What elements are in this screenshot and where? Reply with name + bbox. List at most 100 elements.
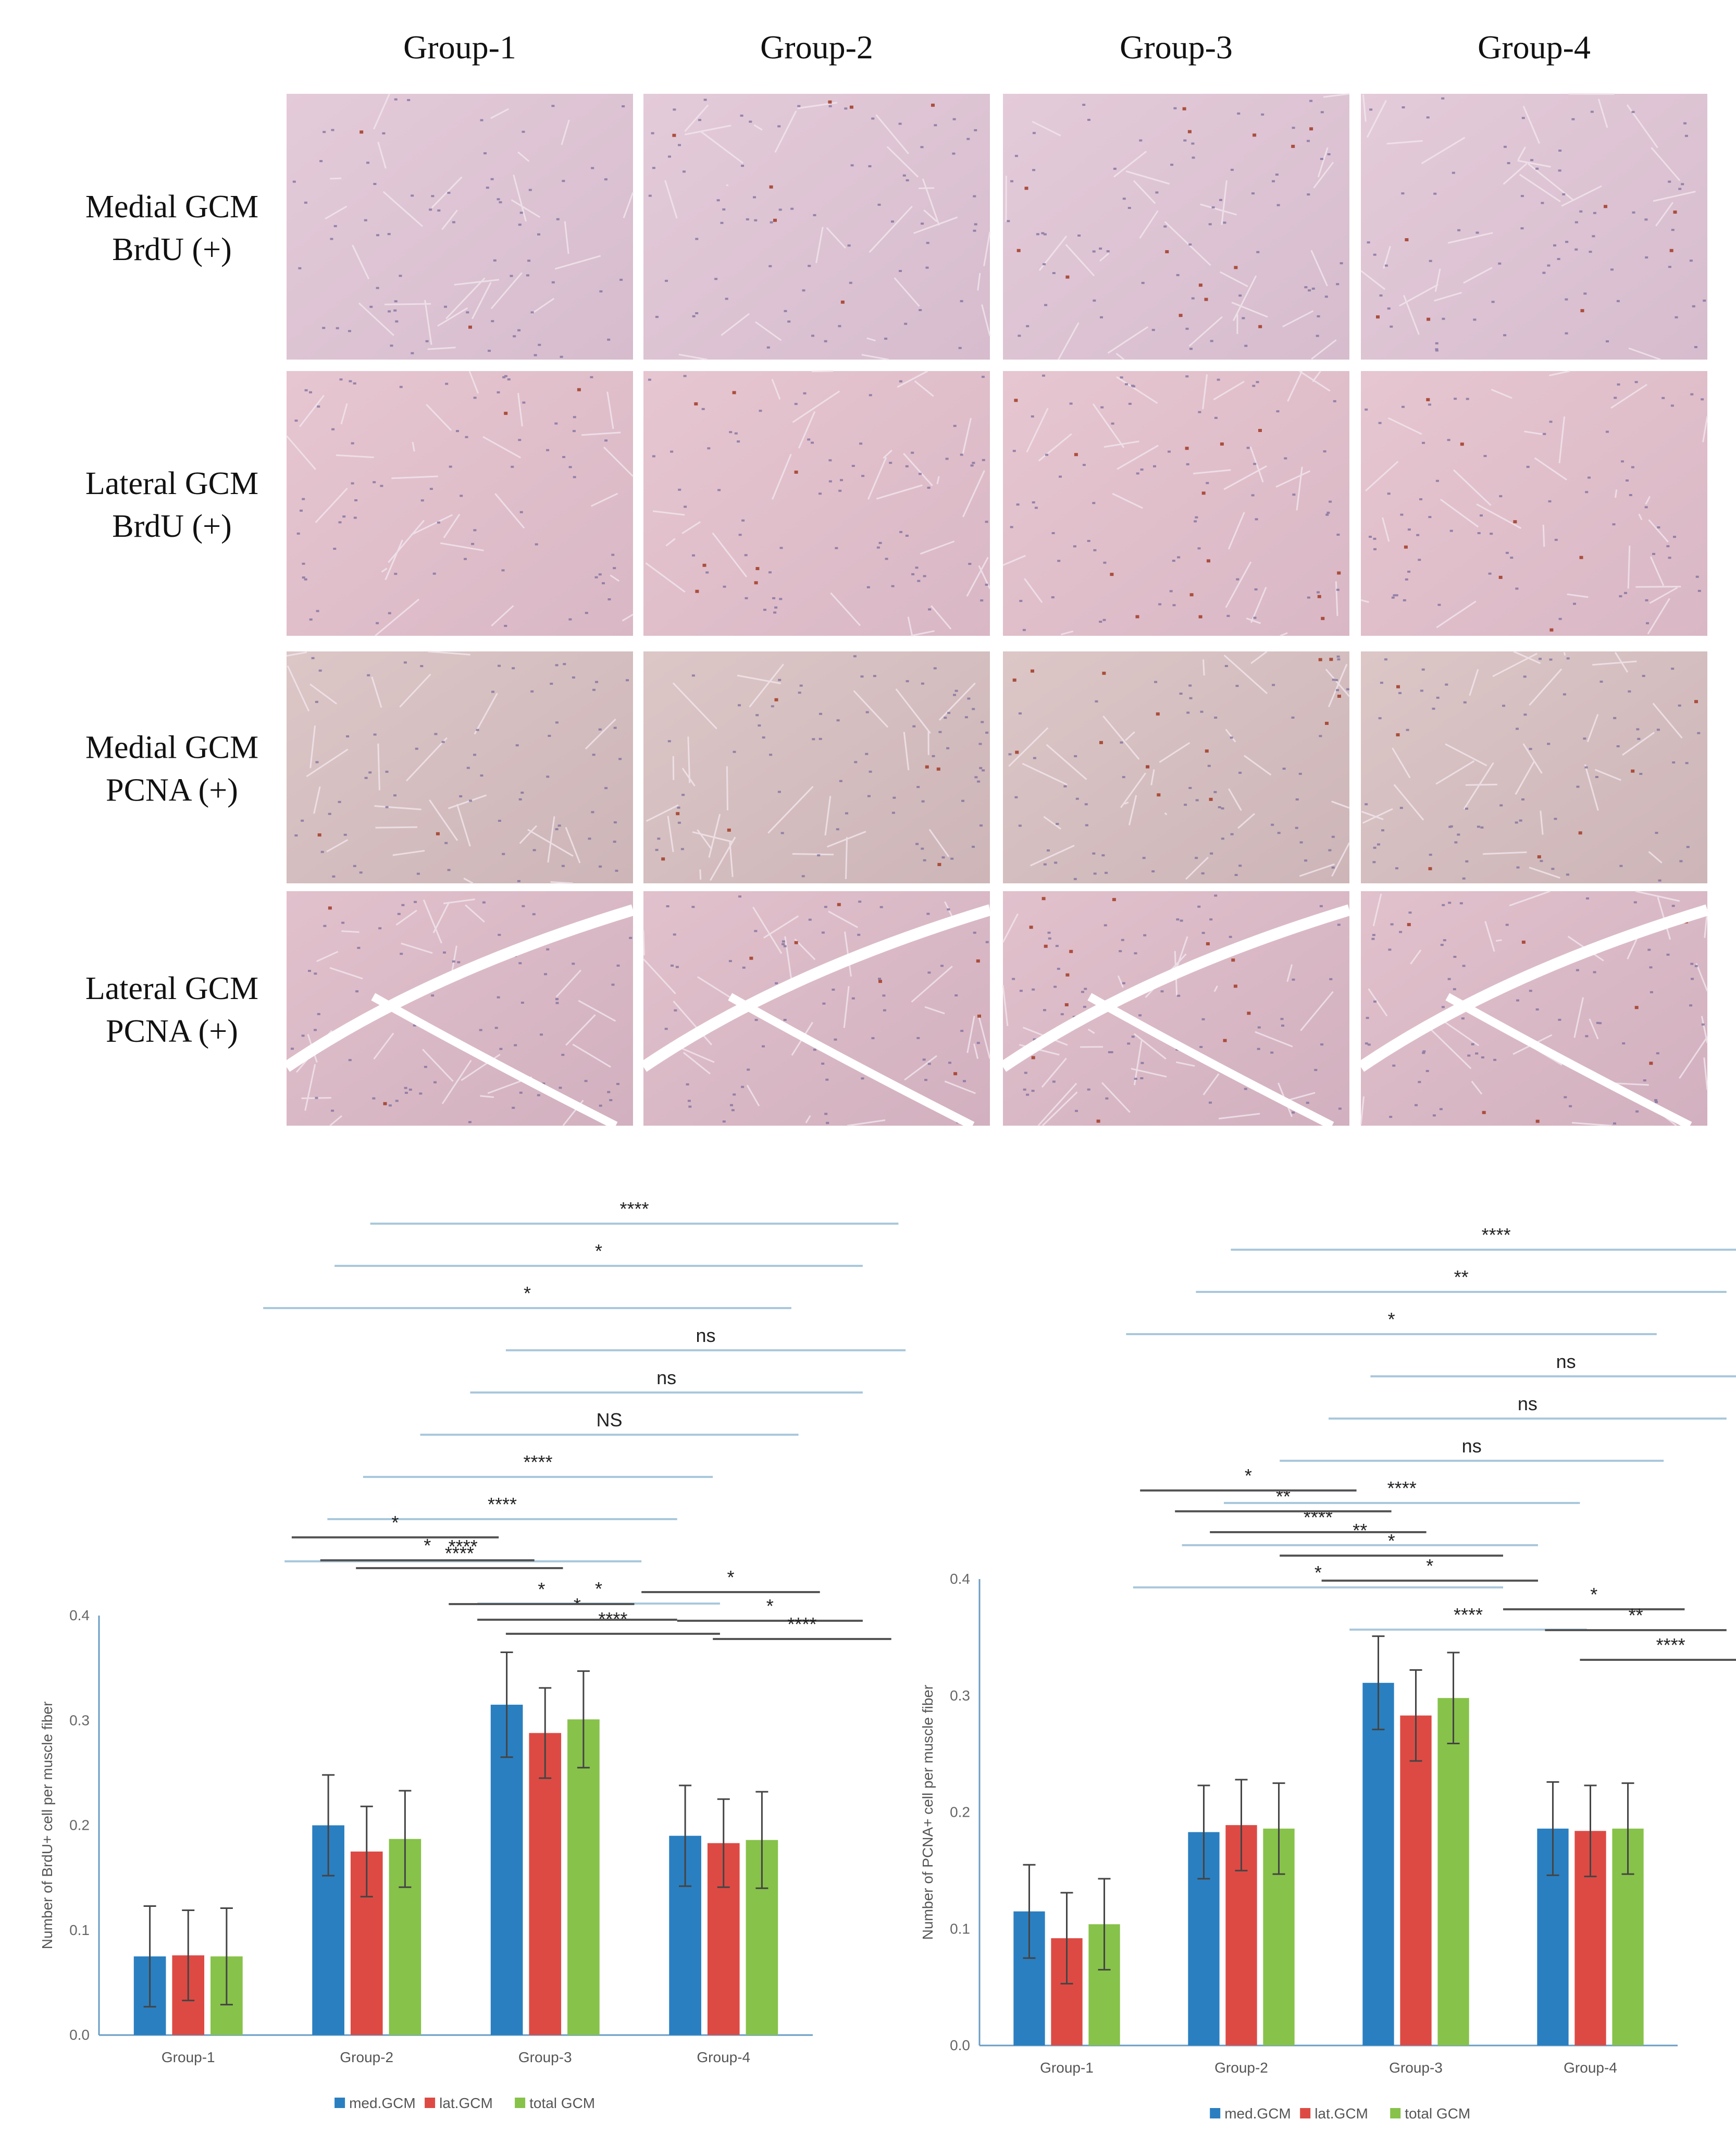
row-label-1-line2: BrdU (+) bbox=[112, 232, 232, 267]
y-tick-label: 0.2 bbox=[69, 1817, 90, 1833]
significance-label: **** bbox=[1304, 1507, 1333, 1528]
legend-label: med.GCM bbox=[349, 2095, 416, 2111]
panel-background bbox=[287, 651, 633, 883]
significance-label: * bbox=[424, 1535, 431, 1556]
panel-background bbox=[1003, 651, 1349, 883]
micrograph-panel-r2-c4 bbox=[1360, 370, 1708, 636]
x-tick-label: Group-1 bbox=[162, 2049, 215, 2065]
significance-label: ** bbox=[1276, 1486, 1291, 1507]
significance-label: * bbox=[727, 1567, 734, 1588]
bar-medgcm-3 bbox=[1362, 1683, 1394, 2045]
micrograph-panel-r3-c4 bbox=[1361, 650, 1707, 883]
significance-label: **** bbox=[1454, 1604, 1483, 1625]
tissue-cleft bbox=[371, 993, 618, 1130]
significance-label: * bbox=[524, 1283, 531, 1304]
panel-background bbox=[1003, 94, 1349, 360]
panel-background bbox=[287, 94, 633, 360]
significance-label: * bbox=[1245, 1465, 1252, 1486]
legend-label: lat.GCM bbox=[1315, 2105, 1368, 2122]
micrograph-panel-r4-c1 bbox=[283, 891, 635, 1130]
legend-swatch bbox=[1390, 2108, 1401, 2118]
fiber-boundaries bbox=[664, 102, 991, 361]
micrograph-panel-r3-c2 bbox=[643, 651, 990, 883]
y-tick-label: 0.1 bbox=[950, 1920, 970, 1937]
y-tick-label: 0.3 bbox=[950, 1687, 970, 1704]
tissue-cleft bbox=[1357, 904, 1709, 1072]
significance-label: ** bbox=[1353, 1520, 1367, 1541]
fiber-boundaries bbox=[286, 371, 634, 637]
y-axis-label: Number of PCNA+ cell per muscle fiber bbox=[920, 1685, 936, 1940]
y-axis-label: Number of BrdU+ cell per muscle fiber bbox=[39, 1702, 55, 1949]
legend-swatch bbox=[515, 2098, 526, 2108]
y-tick-label: 0.4 bbox=[69, 1607, 90, 1623]
significance-label: ns bbox=[696, 1325, 715, 1346]
y-tick-label: 0.1 bbox=[69, 1922, 90, 1938]
row-label-3-line2: PCNA (+) bbox=[106, 773, 238, 808]
row-label-4-line1: Lateral GCM bbox=[85, 971, 258, 1006]
micrograph-grid: Group-1 Group-2 Group-3 Group-4 Medial GCM B… bbox=[85, 29, 1709, 1130]
column-header-3: Group-3 bbox=[1120, 29, 1233, 66]
significance-label: **** bbox=[1482, 1224, 1511, 1246]
tissue-cleft bbox=[728, 993, 975, 1130]
tissue-cleft bbox=[1087, 993, 1334, 1130]
fiber-boundaries bbox=[286, 650, 616, 884]
significance-label: * bbox=[595, 1578, 602, 1599]
panel-background bbox=[1361, 94, 1707, 360]
fiber-boundaries bbox=[1361, 650, 1683, 879]
legend-label: lat.GCM bbox=[439, 2095, 493, 2111]
x-tick-label: Group-2 bbox=[340, 2049, 393, 2065]
significance-label: ns bbox=[1518, 1393, 1537, 1414]
panel-background bbox=[1003, 371, 1349, 636]
significance-label: ns bbox=[656, 1367, 676, 1388]
bar-totalgcm-3 bbox=[567, 1719, 600, 2035]
row-label-2-line2: BrdU (+) bbox=[112, 509, 232, 544]
fiber-boundaries bbox=[325, 93, 634, 350]
tissue-cleft bbox=[283, 904, 635, 1072]
significance-label: **** bbox=[787, 1613, 816, 1635]
legend-label: total GCM bbox=[529, 2095, 595, 2111]
tissue-cleft bbox=[999, 904, 1351, 1072]
micrograph-panel-r4-c2 bbox=[640, 891, 992, 1130]
significance-label: * bbox=[1590, 1584, 1597, 1605]
column-header-1: Group-1 bbox=[403, 29, 516, 66]
fiber-boundaries bbox=[1008, 650, 1350, 880]
micrograph-panel-r3-c1 bbox=[286, 650, 633, 884]
micrograph-panel-r3-c3 bbox=[1003, 650, 1350, 883]
x-tick-label: Group-3 bbox=[1389, 2060, 1443, 2076]
significance-label: ** bbox=[1629, 1605, 1643, 1626]
x-tick-label: Group-2 bbox=[1214, 2060, 1268, 2076]
significance-label: **** bbox=[619, 1198, 649, 1219]
significance-label: **** bbox=[449, 1536, 478, 1557]
significance-label: ns bbox=[1462, 1435, 1482, 1457]
micrograph-panel-r2-c1 bbox=[286, 371, 634, 637]
bar-medgcm-3 bbox=[490, 1705, 523, 2035]
significance-label: NS bbox=[597, 1409, 623, 1431]
fiber-boundaries bbox=[1002, 370, 1338, 637]
micrograph-panel-r2-c3 bbox=[1002, 370, 1349, 637]
micrograph-panel-r1-c1 bbox=[287, 93, 634, 360]
y-tick-label: 0.0 bbox=[950, 2037, 970, 2053]
bar-latgcm-3 bbox=[1400, 1715, 1432, 2045]
significance-label: * bbox=[1315, 1562, 1322, 1583]
significance-label: * bbox=[392, 1512, 399, 1533]
row-label-4-line2: PCNA (+) bbox=[106, 1014, 238, 1049]
significance-label: * bbox=[538, 1579, 545, 1600]
significance-label: * bbox=[595, 1240, 602, 1262]
legend-label: total GCM bbox=[1405, 2105, 1470, 2122]
x-tick-label: Group-4 bbox=[697, 2049, 750, 2065]
legend-label: med.GCM bbox=[1224, 2105, 1291, 2122]
tissue-cleft bbox=[1445, 993, 1692, 1130]
x-tick-label: Group-4 bbox=[1564, 2060, 1617, 2076]
legend-swatch bbox=[425, 2098, 436, 2108]
significance-label: * bbox=[1388, 1309, 1395, 1330]
column-header-2: Group-2 bbox=[760, 29, 873, 66]
bar-totalgcm-3 bbox=[1437, 1698, 1469, 2045]
micrograph-panel-r1-c2 bbox=[643, 94, 991, 361]
significance-label: **** bbox=[1656, 1634, 1685, 1656]
row-label-2-line1: Lateral GCM bbox=[85, 466, 258, 501]
micrograph-panel-r1-c4 bbox=[1360, 93, 1707, 361]
tissue-cleft bbox=[640, 904, 992, 1072]
legend-swatch bbox=[1210, 2108, 1221, 2118]
